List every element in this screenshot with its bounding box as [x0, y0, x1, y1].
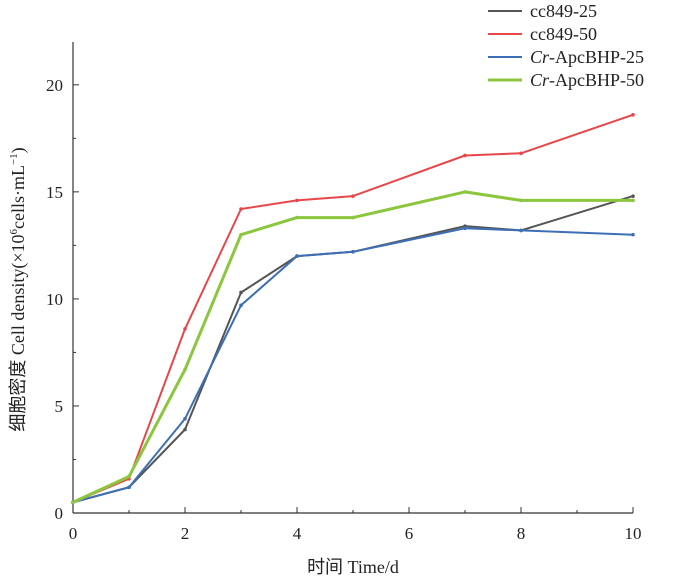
data-point	[295, 198, 299, 203]
x-tick-label: 4	[293, 524, 302, 543]
x-axis-title: 时间 Time/d	[307, 557, 399, 577]
series-line	[72, 195, 634, 504]
y-tick-label: 10	[46, 290, 63, 309]
series-line	[72, 190, 633, 504]
y-tick-label: 0	[55, 504, 64, 523]
data-point	[239, 207, 243, 211]
series-0	[71, 194, 635, 505]
data-point	[183, 327, 187, 331]
data-point	[183, 367, 187, 372]
legend-entry: Cr-ApcBHP-25	[488, 47, 644, 67]
data-point	[463, 153, 467, 158]
legend-entry: cc849-50	[488, 24, 597, 44]
data-point	[295, 254, 299, 258]
x-tick-label: 8	[517, 524, 526, 543]
legend-entry: cc849-25	[488, 1, 597, 21]
series-1	[71, 112, 635, 505]
data-point	[239, 303, 243, 308]
series-2	[71, 226, 635, 505]
legend-label: cc849-25	[530, 1, 597, 21]
data-point	[183, 417, 187, 421]
y-tick-label: 5	[55, 397, 64, 416]
data-point	[631, 198, 635, 203]
legend-entry: Cr-ApcBHP-50	[488, 70, 644, 90]
y-tick-label: 15	[46, 183, 63, 202]
data-point	[71, 500, 75, 505]
data-point	[463, 226, 467, 231]
data-point	[351, 250, 355, 254]
series-line	[72, 227, 634, 504]
y-axis-title-exponent: 6	[8, 229, 20, 235]
data-point	[127, 485, 131, 490]
x-tick-label: 2	[181, 524, 190, 543]
series-layer	[71, 112, 635, 505]
data-point	[463, 190, 467, 194]
data-point	[351, 194, 355, 198]
y-axis-title-unit: cells·mL	[8, 165, 28, 229]
y-axis-title-close: )	[8, 147, 29, 153]
legend-label: Cr-ApcBHP-25	[530, 47, 644, 67]
x-tick-label: 6	[405, 524, 414, 543]
data-point	[295, 215, 299, 220]
data-point	[127, 474, 131, 479]
y-tick-label: 20	[46, 76, 63, 95]
data-point	[239, 290, 243, 295]
series-line	[72, 113, 634, 504]
y-axis-title-main: 细胞密度 Cell density(×10	[8, 235, 29, 432]
data-point	[239, 232, 243, 237]
data-point	[519, 228, 523, 233]
legend-label: cc849-50	[530, 24, 597, 44]
y-axis-title: 细胞密度 Cell density(×106cells·mL−1)	[8, 147, 29, 431]
data-point	[631, 112, 635, 117]
legend-label: Cr-ApcBHP-50	[530, 70, 644, 90]
axes: 0 2 4 6 8 10 0 5 10 15 20	[46, 42, 642, 543]
data-point	[631, 194, 635, 198]
data-point	[519, 151, 523, 156]
x-tick-label: 0	[69, 524, 78, 543]
series-3	[71, 190, 635, 505]
x-tick-label: 10	[625, 524, 642, 543]
data-point	[351, 215, 355, 220]
data-point	[519, 198, 523, 203]
data-point	[631, 232, 635, 237]
y-axis-title-unit-exponent: −1	[8, 153, 20, 165]
data-point	[183, 427, 187, 432]
legend: cc849-25 cc849-50 Cr-ApcBHP-25 Cr-ApcBHP-50	[488, 1, 644, 90]
